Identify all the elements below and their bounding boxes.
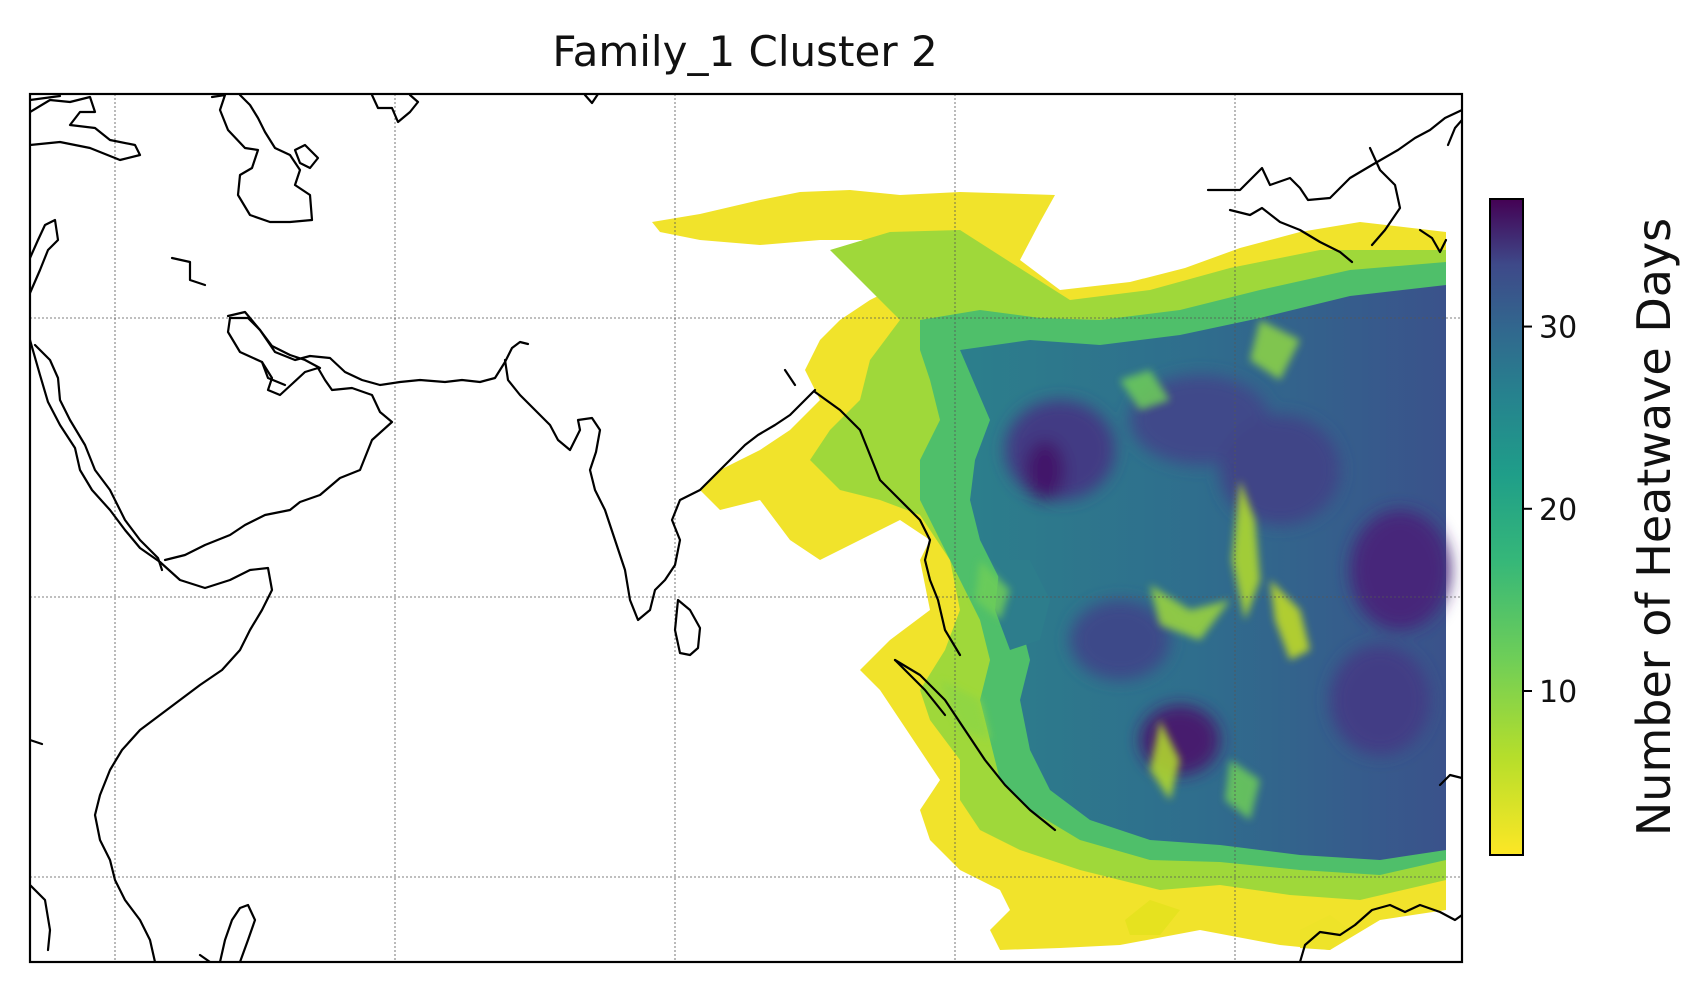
colorbar-tick-label: 30 xyxy=(1539,311,1577,346)
map-title: Family_1 Cluster 2 xyxy=(552,27,937,76)
colorbar-gradient xyxy=(1490,199,1523,855)
map-frame xyxy=(28,92,1464,964)
heatwave-field xyxy=(652,190,1450,950)
coastlines xyxy=(30,94,1462,962)
colorbar-frame xyxy=(1489,198,1524,856)
colorbar-label: Number of Heatwave Days xyxy=(1627,218,1681,836)
colorbar-tick-label: 20 xyxy=(1539,493,1577,528)
colorbar-tick-label: 10 xyxy=(1539,675,1577,710)
colorbar: 10 20 30 Number of Heatwave Days xyxy=(1489,198,1681,856)
map-panel xyxy=(30,94,1462,962)
colorbar-ticks: 10 20 30 xyxy=(1523,311,1577,710)
